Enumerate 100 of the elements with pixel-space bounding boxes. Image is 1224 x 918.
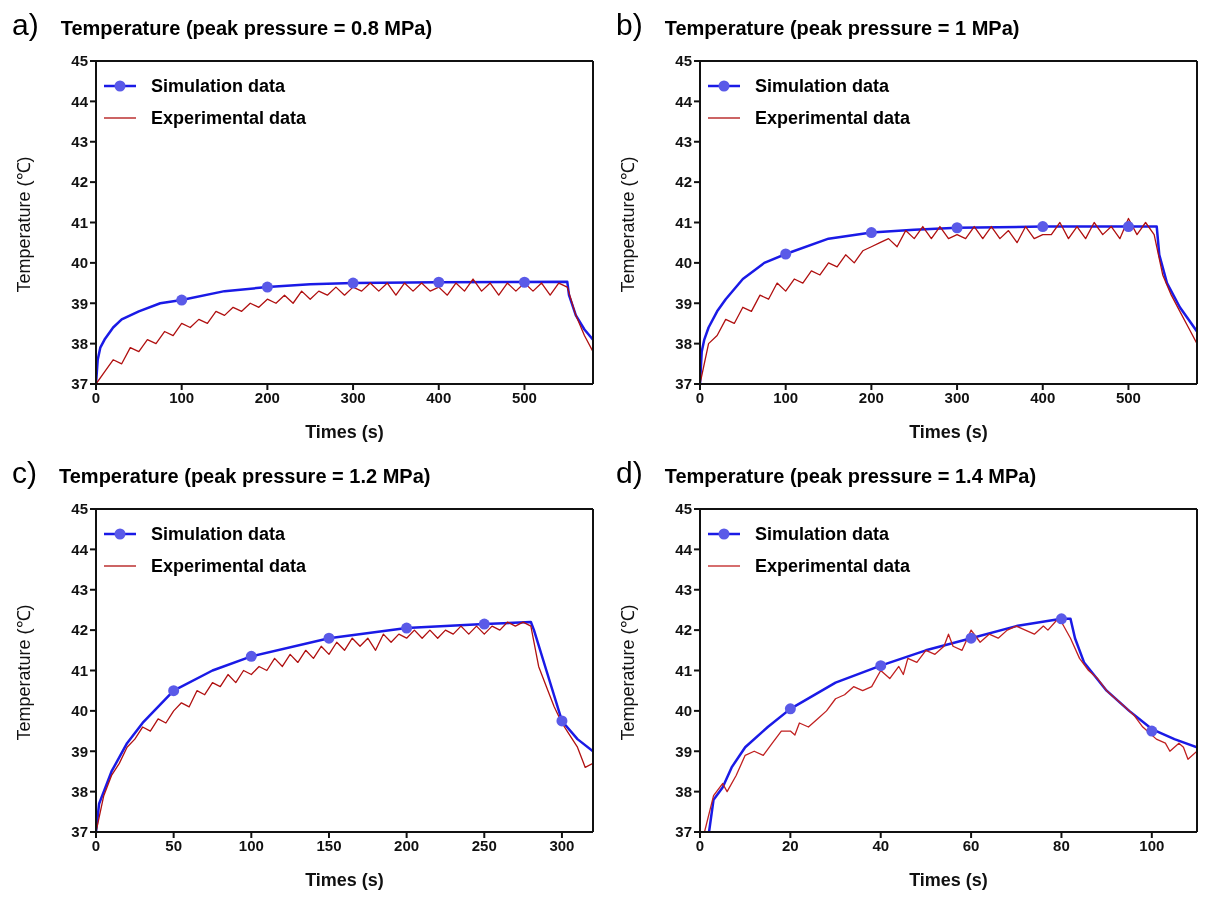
x-tick-label: 150 xyxy=(316,836,342,854)
y-tick-label: 38 xyxy=(675,782,692,800)
point xyxy=(556,715,568,727)
y-tick-label: 44 xyxy=(71,92,89,110)
point xyxy=(784,703,796,715)
chart-title: Temperature (peak pressure = 1 MPa) xyxy=(664,17,1020,40)
point xyxy=(323,632,335,644)
y-tick-label: 44 xyxy=(71,540,89,558)
point xyxy=(1122,221,1134,233)
x-tick-label: 100 xyxy=(238,836,264,854)
x-tick-label: 200 xyxy=(254,388,280,406)
x-tick-label: 300 xyxy=(549,836,575,854)
x-tick-label: 50 xyxy=(165,836,182,854)
y-tick-label: 39 xyxy=(71,742,88,760)
point xyxy=(347,277,359,289)
y-tick-label: 37 xyxy=(675,375,692,393)
legend-label: Simulation data xyxy=(755,523,890,546)
x-tick-label: 200 xyxy=(394,836,420,854)
text: a) xyxy=(12,8,39,42)
text: b) xyxy=(616,8,643,42)
y-tick-label: 44 xyxy=(675,540,693,558)
y-tick-label: 41 xyxy=(675,661,692,679)
y-tick-label: 41 xyxy=(675,213,692,231)
point xyxy=(951,222,963,234)
x-tick-label: 0 xyxy=(695,836,705,854)
point xyxy=(1146,725,1158,737)
x-tick-label: 0 xyxy=(91,836,101,854)
x-axis-title: Times (s) xyxy=(909,422,988,442)
y-tick-label: 38 xyxy=(71,334,88,352)
x-axis-title: Times (s) xyxy=(305,870,384,890)
y-tick-label: 43 xyxy=(71,133,88,151)
y-tick-label: 43 xyxy=(71,581,88,599)
chart-title: Temperature (peak pressure = 1.2 MPa) xyxy=(59,465,431,488)
y-tick-label: 42 xyxy=(71,173,88,191)
x-tick-label: 100 xyxy=(169,388,195,406)
y-tick-label: 45 xyxy=(675,52,692,70)
x-tick-label: 60 xyxy=(962,836,980,854)
x-tick-label: 500 xyxy=(1115,388,1141,406)
y-tick-label: 39 xyxy=(675,294,692,312)
y-tick-label: 45 xyxy=(71,52,88,70)
y-tick-label: 37 xyxy=(71,375,88,393)
point xyxy=(245,650,257,662)
y-tick-label: 42 xyxy=(675,173,692,191)
text: c) xyxy=(12,456,37,490)
x-tick-label: 20 xyxy=(782,836,799,854)
point xyxy=(875,660,887,672)
point xyxy=(1037,221,1049,233)
legend-label: Experimental data xyxy=(755,555,911,578)
y-tick-label: 37 xyxy=(675,823,692,841)
point xyxy=(965,632,977,644)
y-tick-label: 40 xyxy=(675,254,692,272)
x-axis-title: Times (s) xyxy=(909,870,988,890)
y-tick-label: 39 xyxy=(71,294,88,312)
y-tick-label: 42 xyxy=(71,621,88,639)
chart-title: Temperature (peak pressure = 1.4 MPa) xyxy=(664,465,1037,488)
y-axis-title: Temperature (℃) xyxy=(14,604,35,741)
y-tick-label: 38 xyxy=(71,782,88,800)
y-tick-label: 39 xyxy=(675,742,692,760)
x-tick-label: 250 xyxy=(471,836,497,854)
y-tick-label: 40 xyxy=(675,702,692,720)
legend-label: Experimental data xyxy=(151,555,307,578)
y-tick-label: 45 xyxy=(71,500,88,518)
y-tick-label: 43 xyxy=(675,133,692,151)
y-axis-title: Temperature (℃) xyxy=(618,156,639,293)
legend-label: Simulation data xyxy=(151,523,286,546)
x-tick-label: 400 xyxy=(1030,388,1056,406)
x-tick-label: 300 xyxy=(944,388,970,406)
x-tick-label: 400 xyxy=(426,388,452,406)
x-axis-title: Times (s) xyxy=(305,422,384,442)
x-tick-label: 0 xyxy=(91,388,101,406)
point xyxy=(780,248,792,260)
y-tick-label: 43 xyxy=(675,581,692,599)
point xyxy=(168,685,180,697)
x-tick-label: 300 xyxy=(340,388,366,406)
y-tick-label: 40 xyxy=(71,254,88,272)
y-tick-label: 38 xyxy=(675,334,692,352)
y-tick-label: 37 xyxy=(71,823,88,841)
point xyxy=(401,622,413,634)
x-tick-label: 200 xyxy=(858,388,884,406)
point xyxy=(261,281,273,293)
x-tick-label: 100 xyxy=(1139,836,1165,854)
legend-label: Simulation data xyxy=(755,75,890,98)
y-tick-label: 44 xyxy=(675,92,693,110)
point xyxy=(433,276,445,288)
x-tick-label: 500 xyxy=(511,388,537,406)
point xyxy=(478,618,490,630)
chart-title: Temperature (peak pressure = 0.8 MPa) xyxy=(60,17,433,40)
legend-label: Experimental data xyxy=(151,107,307,130)
legend-label: Experimental data xyxy=(755,107,911,130)
y-axis-title: Temperature (℃) xyxy=(14,156,35,293)
legend-label: Simulation data xyxy=(151,75,286,98)
y-tick-label: 41 xyxy=(71,661,88,679)
point xyxy=(865,227,877,239)
x-tick-label: 40 xyxy=(872,836,890,854)
x-tick-label: 0 xyxy=(695,388,705,406)
y-tick-label: 45 xyxy=(675,500,692,518)
point xyxy=(518,276,530,288)
x-tick-label: 80 xyxy=(1053,836,1070,854)
x-tick-label: 100 xyxy=(773,388,799,406)
y-tick-label: 42 xyxy=(675,621,692,639)
